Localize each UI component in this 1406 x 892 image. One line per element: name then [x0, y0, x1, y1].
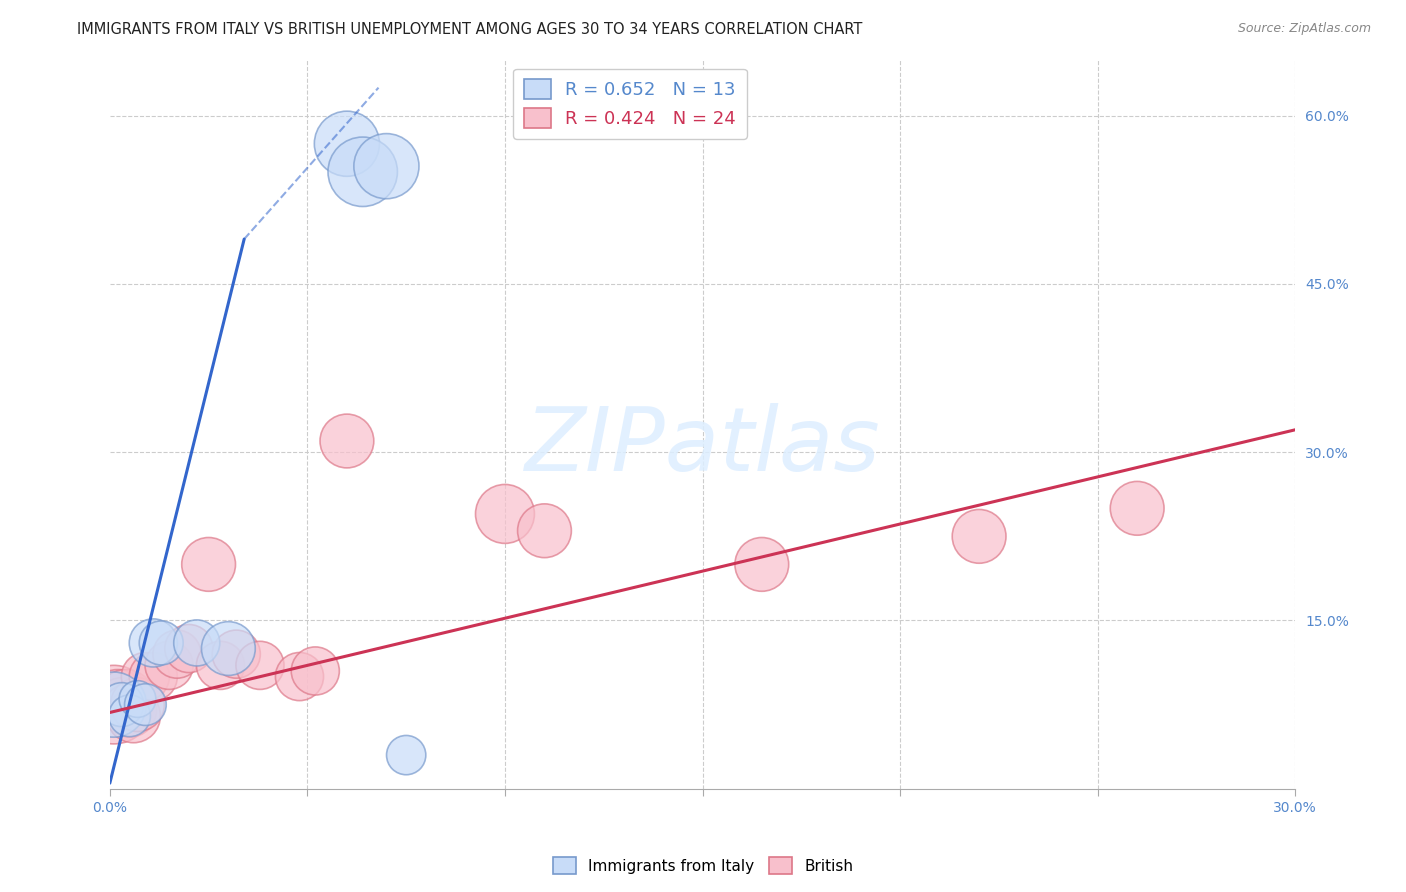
Point: [209, 658, 232, 673]
Point: [336, 434, 359, 448]
Point: [127, 692, 149, 706]
Point: [249, 658, 271, 673]
Point: [111, 698, 134, 712]
Point: [166, 647, 188, 661]
Point: [533, 524, 555, 538]
Point: [186, 636, 208, 650]
Point: [111, 698, 134, 712]
Point: [177, 641, 200, 656]
Point: [197, 558, 219, 572]
Point: [122, 709, 145, 723]
Point: [107, 692, 129, 706]
Legend: R = 0.652   N = 13, R = 0.424   N = 24: R = 0.652 N = 13, R = 0.424 N = 24: [513, 69, 747, 139]
Legend: Immigrants from Italy, British: Immigrants from Italy, British: [547, 851, 859, 880]
Point: [751, 558, 773, 572]
Text: ZIPatlas: ZIPatlas: [524, 403, 880, 489]
Point: [103, 698, 125, 712]
Point: [375, 159, 398, 173]
Point: [103, 698, 125, 712]
Point: [142, 669, 165, 683]
Text: IMMIGRANTS FROM ITALY VS BRITISH UNEMPLOYMENT AMONG AGES 30 TO 34 YEARS CORRELAT: IMMIGRANTS FROM ITALY VS BRITISH UNEMPLO…: [77, 22, 863, 37]
Point: [225, 647, 247, 661]
Point: [1126, 501, 1149, 516]
Point: [150, 636, 173, 650]
Point: [142, 636, 165, 650]
Point: [967, 529, 990, 543]
Point: [494, 507, 516, 521]
Point: [118, 709, 141, 723]
Point: [336, 136, 359, 151]
Point: [134, 698, 156, 712]
Point: [352, 165, 374, 179]
Point: [134, 669, 156, 683]
Point: [118, 703, 141, 717]
Point: [217, 641, 239, 656]
Point: [127, 698, 149, 712]
Point: [395, 748, 418, 763]
Point: [114, 692, 136, 706]
Point: [288, 669, 311, 683]
Point: [304, 664, 326, 678]
Text: Source: ZipAtlas.com: Source: ZipAtlas.com: [1237, 22, 1371, 36]
Point: [157, 658, 180, 673]
